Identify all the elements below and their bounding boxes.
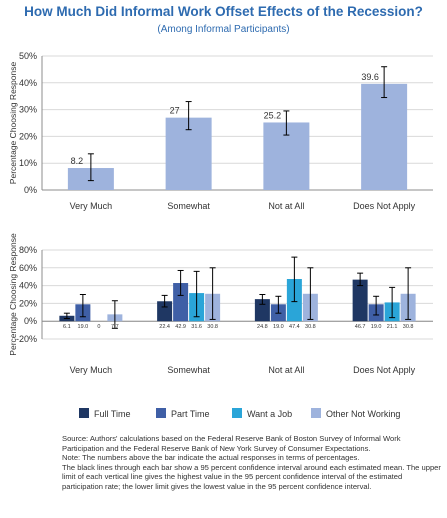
y-tick-label: 20% (19, 298, 37, 308)
y-tick-label: 30% (19, 105, 37, 115)
data-label: 7.7 (111, 324, 119, 330)
y-tick-label: 10% (19, 158, 37, 168)
x-category-label: Not at All (268, 365, 304, 375)
y-tick-label: 20% (19, 131, 37, 141)
data-label: 31.6 (191, 324, 202, 330)
y-tick-label: 0% (24, 185, 37, 195)
y-tick-label: 60% (19, 263, 37, 273)
data-label: 6.1 (63, 324, 71, 330)
bar-full-time-does-not-apply (352, 279, 368, 322)
x-category-label: Very Much (70, 365, 113, 375)
chart-subtitle: (Among Informal Participants) (157, 24, 290, 35)
data-label: 19.0 (273, 324, 284, 330)
data-label: 30.8 (403, 324, 414, 330)
footnote-confidence: The black lines through each bar show a … (62, 462, 441, 491)
data-label: 24.8 (257, 324, 268, 330)
y-axis-label: Percentage Choosing Response (8, 233, 18, 356)
y-tick-label: 0% (24, 316, 37, 326)
bar-full-time-somewhat (157, 301, 173, 322)
y-tick-label: -20% (16, 334, 37, 344)
x-category-label: Very Much (70, 201, 113, 211)
legend-label: Other Not Working (326, 409, 400, 419)
legend-swatch-full-time (79, 408, 89, 418)
footnote-note: Note: The numbers above the bar indicate… (62, 453, 360, 463)
footnote-source: Source: Authors' calculations based on t… (62, 434, 401, 453)
data-label: 0 (97, 324, 100, 330)
y-tick-label: 80% (19, 245, 37, 255)
data-label: 30.8 (207, 324, 218, 330)
data-label: 22.4 (159, 324, 170, 330)
bar-full-time-not-at-all (254, 299, 270, 322)
legend-swatch-want-a-job (232, 408, 242, 418)
chart-title: How Much Did Informal Work Offset Effect… (24, 4, 423, 19)
data-label: 30.8 (305, 324, 316, 330)
data-label: 19.0 (371, 324, 382, 330)
bottom-grouped-bar-chart: -20% 0% 20% 40% 60% 80%Percentage Choosing Re… (8, 233, 433, 419)
y-tick-label: 40% (19, 281, 37, 291)
footnote: Source: Authors' calculations based on t… (62, 434, 442, 492)
x-category-label: Does Not Apply (353, 201, 416, 211)
legend-swatch-part-time (156, 408, 166, 418)
legend-label: Full Time (94, 409, 131, 419)
x-category-label: Does Not Apply (353, 365, 416, 375)
y-tick-label: 50% (19, 51, 37, 61)
data-label: 19.0 (78, 324, 89, 330)
data-label: 25.2 (264, 110, 282, 120)
legend-label: Want a Job (247, 409, 292, 419)
legend-swatch-other-not-working (311, 408, 321, 418)
data-label: 39.6 (361, 72, 379, 82)
data-label: 47.4 (289, 324, 300, 330)
x-category-label: Not at All (268, 201, 304, 211)
legend-label: Part Time (171, 409, 210, 419)
x-category-label: Somewhat (167, 365, 210, 375)
x-category-label: Somewhat (167, 201, 210, 211)
y-axis-label: Percentage Choosing Response (8, 62, 18, 185)
data-label: 27 (170, 106, 180, 116)
y-tick-label: 40% (19, 78, 37, 88)
top-bar-chart: 0% 10% 20% 30% 40% 50%Percentage Choosing Res… (8, 51, 433, 211)
data-label: 46.7 (355, 324, 366, 330)
bar-part-time-somewhat (173, 283, 189, 322)
data-label: 42.9 (175, 324, 186, 330)
data-label: 21.1 (387, 324, 398, 330)
bar-does-not-apply (361, 83, 408, 190)
data-label: 8.2 (71, 156, 84, 166)
